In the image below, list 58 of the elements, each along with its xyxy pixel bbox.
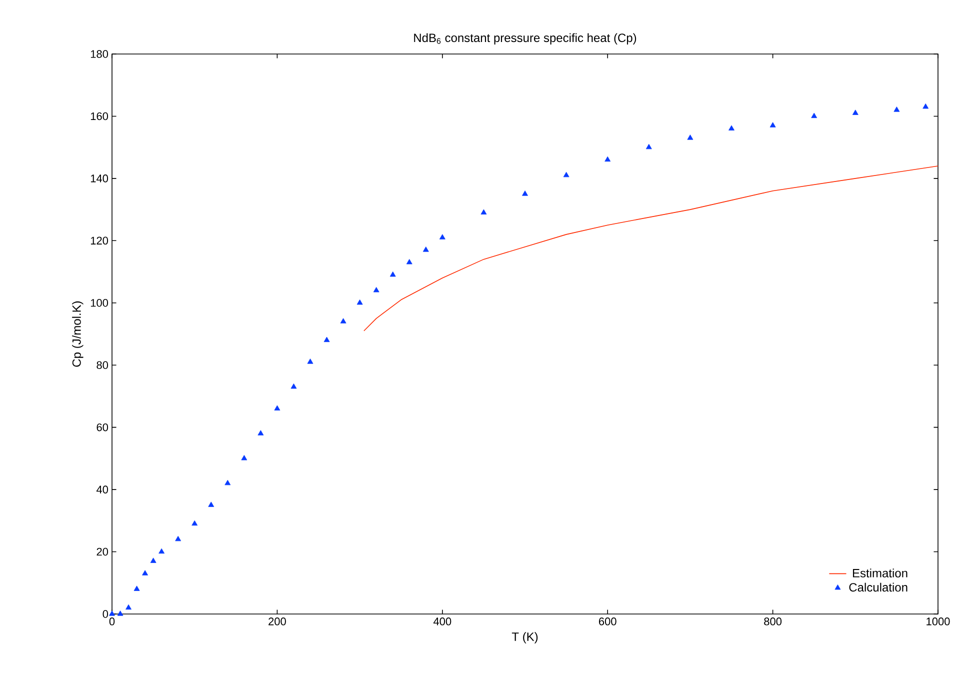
point [324, 336, 330, 342]
point [258, 430, 264, 436]
y-tick-label: 120 [90, 236, 108, 245]
legend-label: Calculation [849, 582, 908, 592]
point [522, 190, 528, 196]
y-tick-label: 20 [96, 548, 108, 556]
point [241, 455, 248, 460]
point [687, 134, 694, 140]
point [274, 405, 280, 410]
point [563, 172, 570, 178]
point [728, 125, 734, 130]
legend-label: Estimation [852, 568, 908, 578]
point [770, 122, 776, 128]
point [158, 548, 165, 554]
point [646, 144, 652, 150]
x-tick-label: 200 [268, 618, 286, 626]
point [922, 103, 929, 109]
y-tick-label: 140 [90, 174, 108, 182]
point [373, 287, 380, 292]
point [340, 318, 346, 324]
point [126, 604, 132, 610]
point [894, 106, 900, 112]
x-tick-label: 800 [764, 618, 782, 626]
x-tick-label: 0 [109, 618, 115, 626]
point [175, 536, 182, 542]
chart-title: NdB$_{6}$ constant pressure specific heat (Cp) [414, 33, 636, 44]
y-tick-label: 180 [90, 50, 108, 58]
y-tick-label: 80 [96, 361, 108, 369]
point [109, 610, 115, 616]
point [811, 112, 818, 118]
point [290, 383, 297, 389]
x-axis-title: T (K) [512, 632, 538, 644]
y-tick-label: 60 [96, 423, 108, 432]
y-tick-label: 100 [90, 298, 108, 307]
point [117, 610, 124, 616]
x-tick-label: 1000 [926, 618, 950, 626]
point [192, 520, 198, 526]
point [356, 299, 363, 305]
point [480, 209, 487, 214]
point [150, 558, 156, 563]
point [208, 502, 214, 507]
y-tick-label: 40 [96, 486, 108, 494]
x-tick-label: 400 [433, 618, 452, 626]
point [604, 156, 611, 162]
point [406, 259, 412, 264]
point [224, 480, 231, 486]
point [852, 110, 858, 115]
point [390, 271, 396, 277]
point [307, 358, 314, 364]
y-tick-label: 160 [90, 112, 108, 120]
y-axis-title: Cp (J/mol.K) [72, 301, 84, 367]
line-series [364, 166, 938, 332]
point [439, 234, 446, 240]
x-tick-label: 600 [598, 618, 616, 626]
point [422, 246, 429, 252]
point [142, 570, 148, 576]
point [134, 586, 140, 591]
y-tick-label: 0 [102, 610, 108, 618]
